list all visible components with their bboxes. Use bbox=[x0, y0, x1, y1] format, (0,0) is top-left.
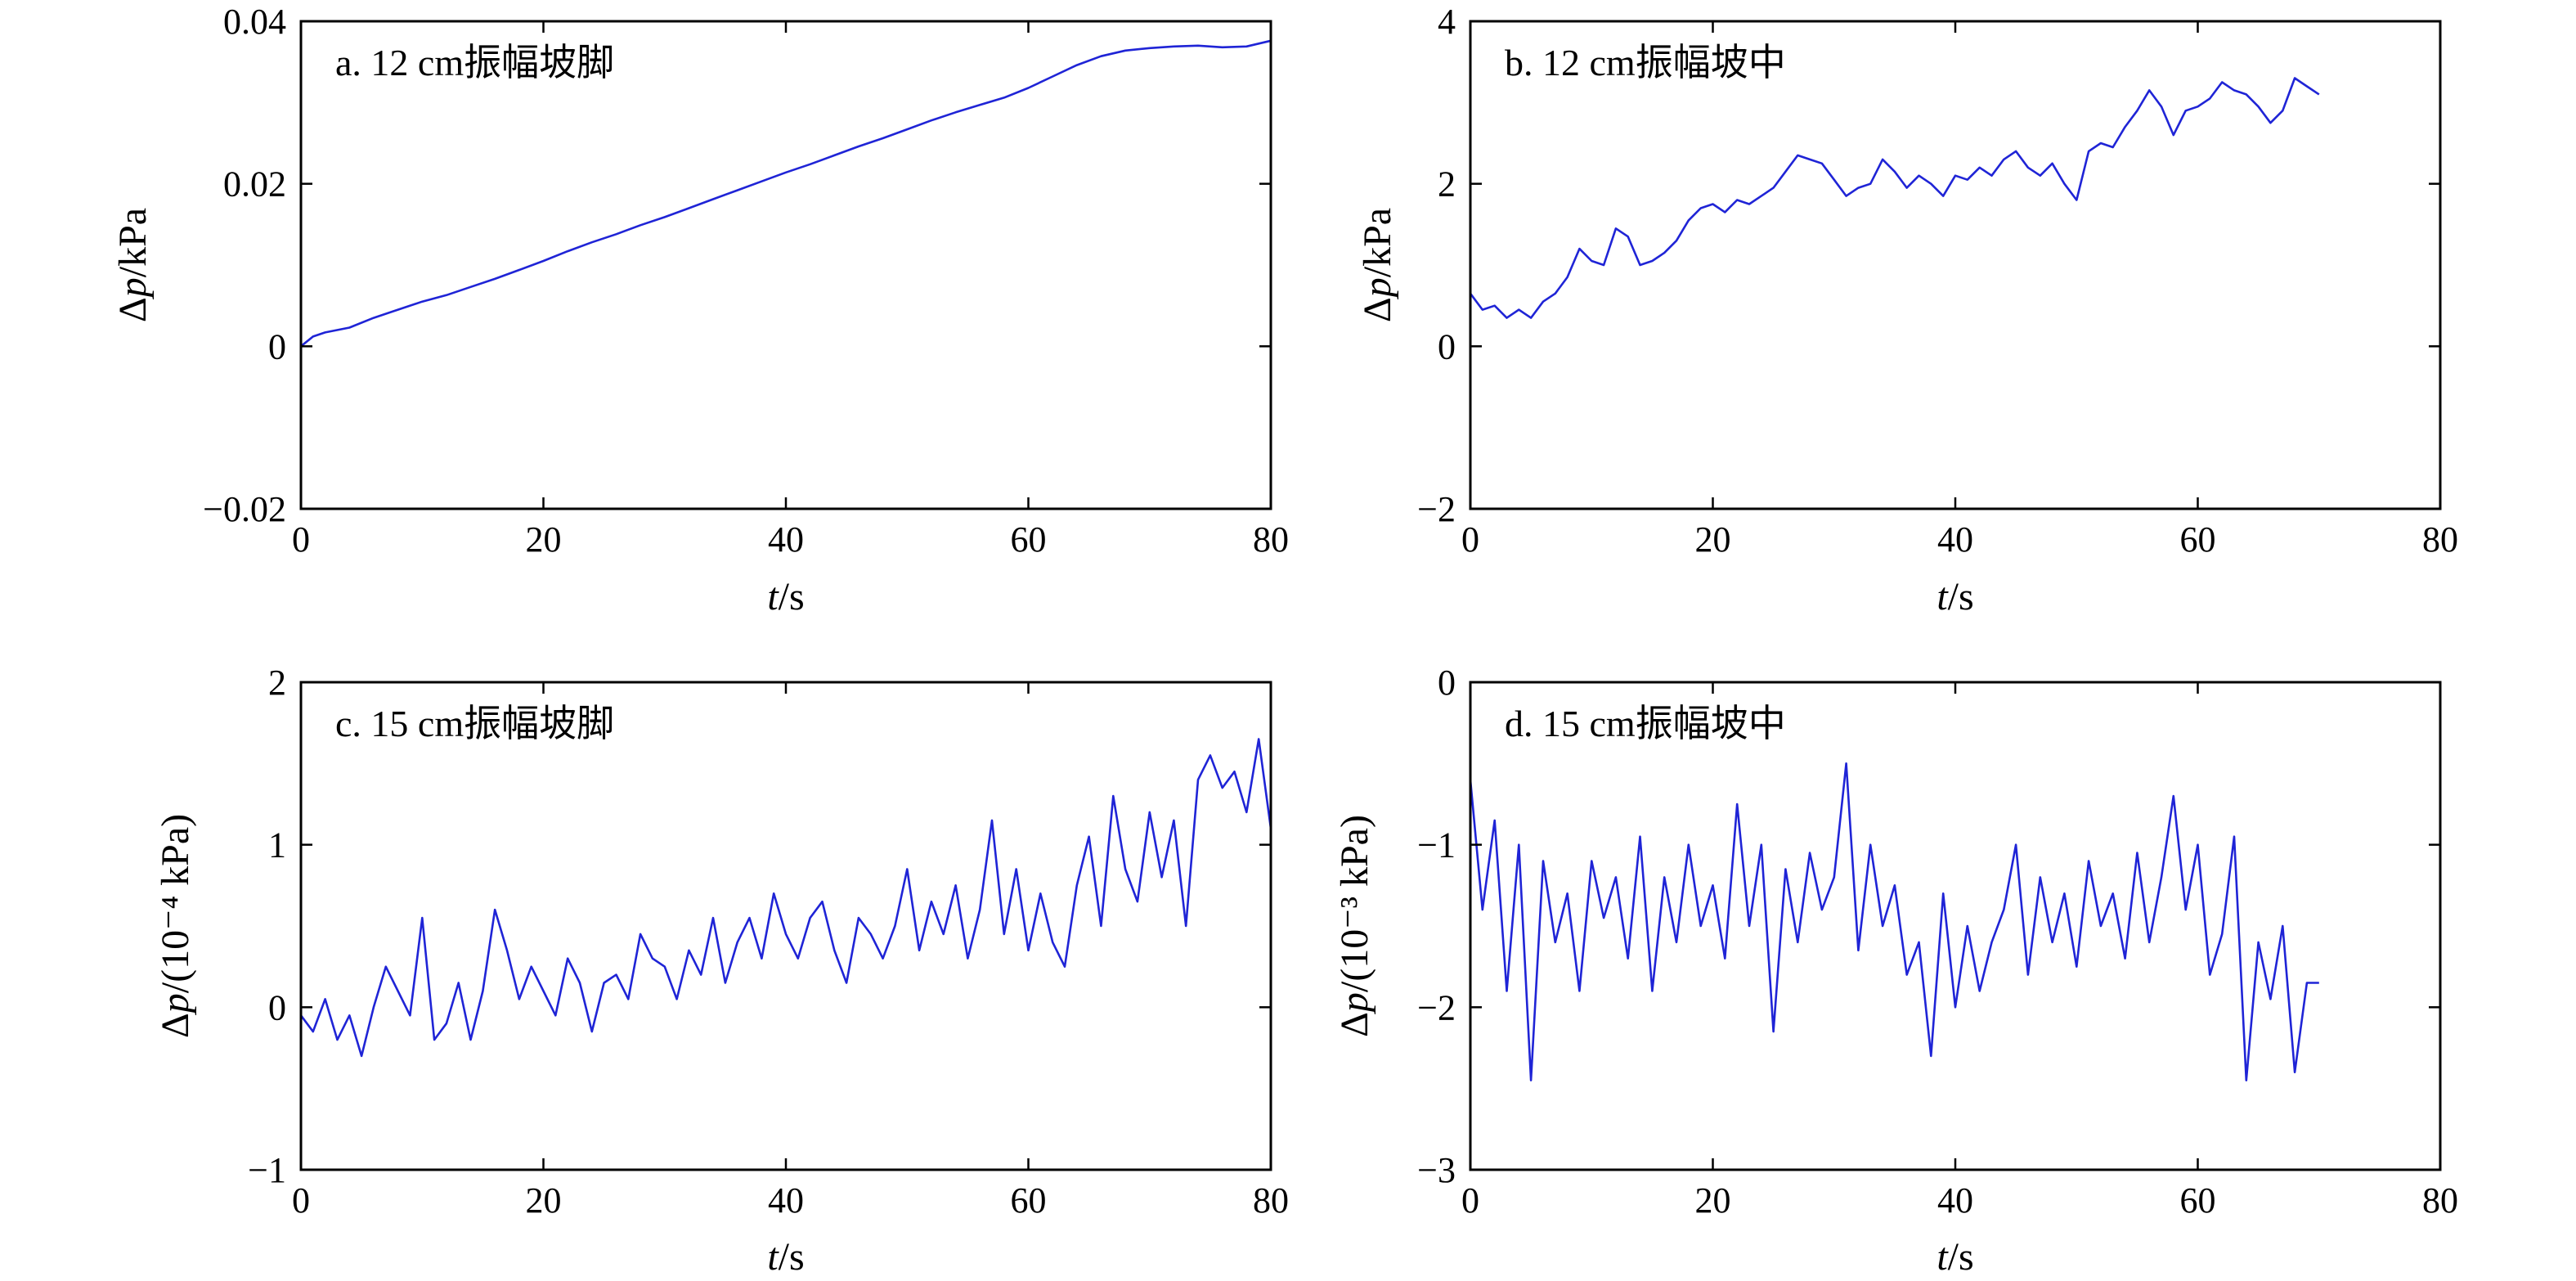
y-tick-label: 2 bbox=[268, 663, 286, 703]
panel-title: d. 15 cm振幅坡中 bbox=[1505, 703, 1786, 744]
y-tick-label: −2 bbox=[1417, 489, 1456, 529]
x-tick-label: 60 bbox=[2180, 519, 2216, 560]
x-tick-label: 20 bbox=[1695, 519, 1731, 560]
y-tick-label: 4 bbox=[1438, 2, 1456, 42]
x-tick-label: 0 bbox=[292, 1180, 310, 1220]
x-tick-label: 40 bbox=[1937, 1180, 1973, 1220]
x-axis-label: t/s bbox=[1936, 1235, 1973, 1279]
x-tick-label: 80 bbox=[1253, 1180, 1289, 1220]
x-tick-label: 0 bbox=[1461, 1180, 1479, 1220]
y-tick-label: −1 bbox=[248, 1150, 286, 1190]
plot-frame bbox=[1469, 681, 2442, 1171]
y-tick-label: 0 bbox=[1438, 326, 1456, 366]
x-tick-label: 60 bbox=[1011, 519, 1047, 560]
y-axis-label: Δp/(10⁻³ kPa) bbox=[1333, 815, 1376, 1037]
y-tick-label: 0.04 bbox=[223, 2, 286, 42]
x-tick-label: 80 bbox=[2422, 519, 2458, 560]
y-tick-label: −0.02 bbox=[203, 489, 286, 529]
panel-title: a. 12 cm振幅坡脚 bbox=[335, 42, 614, 83]
y-tick-label: 0 bbox=[268, 987, 286, 1027]
panel-title: c. 15 cm振幅坡脚 bbox=[335, 703, 614, 744]
x-tick-label: 80 bbox=[2422, 1180, 2458, 1220]
x-tick-label: 80 bbox=[1253, 519, 1289, 560]
y-tick-label: −2 bbox=[1417, 987, 1456, 1027]
y-tick-label: 0 bbox=[1438, 663, 1456, 703]
x-tick-label: 0 bbox=[1461, 519, 1479, 560]
series-line bbox=[300, 39, 1272, 348]
y-tick-label: −3 bbox=[1417, 1150, 1456, 1190]
y-axis-label: Δp/(10⁻⁴ kPa) bbox=[154, 814, 197, 1038]
x-tick-label: 20 bbox=[1695, 1180, 1731, 1220]
plot-frame bbox=[299, 20, 1272, 510]
panel-d: 0 20 40 60 80 −3 −2 −1 0 d. 15 cm振幅坡中 t/s Δp/(10⁻³ … bbox=[1333, 663, 2458, 1279]
y-tick-label: 0.02 bbox=[223, 164, 286, 205]
y-tick-label: 1 bbox=[268, 825, 286, 865]
x-tick-label: 20 bbox=[526, 1180, 562, 1220]
x-tick-label: 60 bbox=[1011, 1180, 1047, 1220]
x-tick-label: 40 bbox=[768, 1180, 804, 1220]
x-axis-label: t/s bbox=[767, 1235, 804, 1279]
x-axis-label: t/s bbox=[1936, 575, 1973, 618]
y-axis-label: Δp/kPa bbox=[1356, 208, 1399, 322]
x-tick-label: 20 bbox=[526, 519, 562, 560]
x-tick-label: 40 bbox=[768, 519, 804, 560]
x-tick-label: 0 bbox=[292, 519, 310, 560]
series-line bbox=[1469, 77, 2320, 319]
y-tick-label: 0 bbox=[268, 326, 286, 366]
x-tick-label: 60 bbox=[2180, 1180, 2216, 1220]
y-tick-label: 2 bbox=[1438, 164, 1456, 205]
x-tick-label: 40 bbox=[1937, 519, 1973, 560]
plot-frame bbox=[299, 681, 1272, 1171]
y-tick-label: −1 bbox=[1417, 825, 1456, 865]
series-line bbox=[1469, 762, 2319, 1081]
x-axis-label: t/s bbox=[767, 575, 804, 618]
panel-title: b. 12 cm振幅坡中 bbox=[1505, 42, 1786, 83]
y-axis-label: Δp/kPa bbox=[111, 208, 155, 322]
series-line bbox=[299, 738, 1272, 1058]
plot-frame bbox=[1469, 20, 2442, 510]
